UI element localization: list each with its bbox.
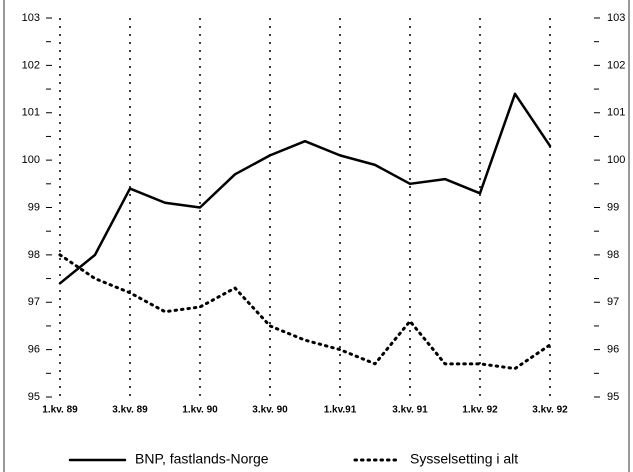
x-tick-label: 3.kv. 92 — [532, 405, 568, 416]
y2-tick-label: 95 — [607, 391, 619, 403]
y-tick-label: 101 — [22, 107, 40, 119]
x-tick-label: 1.kv. 90 — [182, 405, 218, 416]
y2-tick-label: 100 — [607, 154, 625, 166]
y2-tick-label: 103 — [607, 12, 625, 24]
series-line — [58, 92, 552, 285]
y-tick-label: 98 — [28, 249, 40, 261]
series-line — [58, 253, 552, 371]
y2-tick-label: 98 — [607, 249, 619, 261]
y-tick-label: 95 — [28, 391, 40, 403]
y2-tick-label: 102 — [607, 59, 625, 71]
y2-tick-label: 96 — [607, 344, 619, 356]
y2-tick-label: 101 — [607, 107, 625, 119]
x-tick-label: 3.kv. 89 — [112, 405, 148, 416]
y-tick-label: 97 — [28, 296, 40, 308]
y-tick-label: 96 — [28, 344, 40, 356]
x-tick-label: 3.kv. 90 — [252, 405, 288, 416]
x-tick-label: 3.kv. 91 — [392, 405, 428, 416]
y2-tick-label: 99 — [607, 201, 619, 213]
y-tick-label: 100 — [22, 154, 40, 166]
y-tick-label: 103 — [22, 12, 40, 24]
x-tick-label: 1.kv.91 — [324, 405, 357, 416]
x-tick-label: 1.kv. 92 — [462, 405, 498, 416]
legend-label: Sysselsetting i alt — [410, 451, 518, 467]
y-tick-label: 102 — [22, 59, 40, 71]
x-tick-label: 1.kv. 89 — [42, 405, 78, 416]
y-tick-label: 99 — [28, 201, 40, 213]
legend-label: BNP, fastlands-Norge — [135, 451, 269, 467]
y2-tick-label: 97 — [607, 296, 619, 308]
